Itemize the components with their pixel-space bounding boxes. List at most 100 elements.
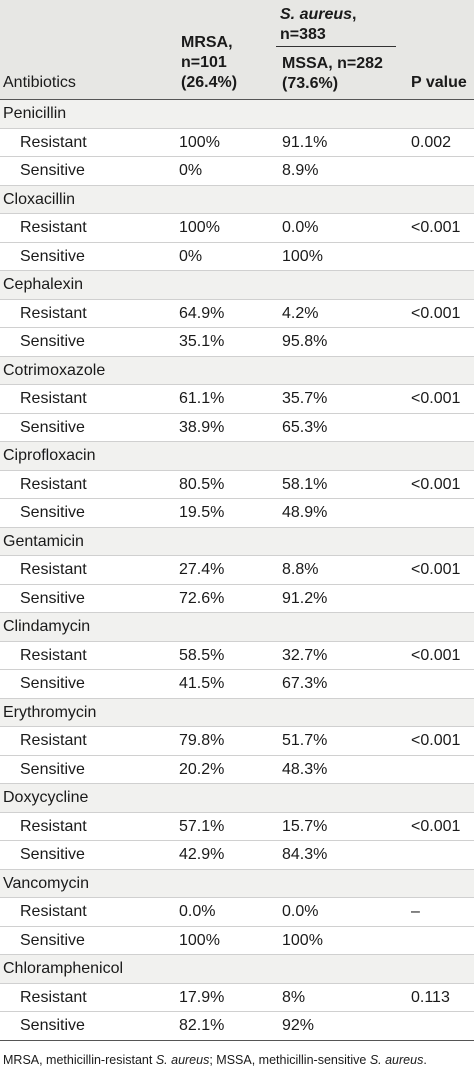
sensitive-label: Sensitive: [20, 589, 85, 607]
header-group-underline: [276, 46, 396, 47]
resistant-label: Resistant: [20, 732, 87, 749]
sensitive-label: Sensitive: [20, 247, 85, 265]
antibiotic-name: Chloramphenicol: [3, 960, 124, 977]
antibiotic-group-row: Ciprofloxacin: [0, 442, 474, 471]
mssa-value: 0.0%: [282, 219, 319, 236]
mrsa-value: 19.5%: [179, 504, 225, 521]
antibiotic-name: Penicillin: [3, 105, 67, 122]
mrsa-value: 58.5%: [179, 646, 225, 664]
mssa-value: 51.7%: [282, 732, 328, 749]
footnote-text-3: .: [423, 1053, 427, 1067]
antibiotic-name: Doxycycline: [3, 789, 89, 806]
table-row-resistant: Resistant 61.1% 35.7% <0.001: [0, 385, 474, 414]
mssa-value: 58.1%: [282, 475, 328, 493]
table-row-resistant: Resistant 100% 91.1% 0.002: [0, 129, 474, 157]
mrsa-value: 100%: [179, 219, 220, 236]
mrsa-value: 79.8%: [179, 732, 225, 749]
table-row-resistant: Resistant 58.5% 32.7% <0.001: [0, 642, 474, 670]
antibiotic-name: Cloxacillin: [3, 190, 76, 208]
resistant-label: Resistant: [20, 646, 87, 664]
p-value: 0.113: [411, 988, 450, 1006]
mssa-value: 8.9%: [282, 162, 319, 179]
sensitive-label: Sensitive: [20, 760, 85, 778]
mrsa-value: 42.9%: [179, 846, 225, 863]
mssa-value: 92%: [282, 1017, 315, 1034]
resistant-label: Resistant: [20, 219, 87, 236]
p-value: –: [411, 903, 420, 920]
sensitive-label: Sensitive: [20, 1017, 85, 1034]
mrsa-value: 64.9%: [179, 304, 225, 322]
mssa-value: 65.3%: [282, 418, 328, 436]
header-saureus-suffix: ,: [352, 6, 357, 23]
p-value: <0.001: [411, 817, 461, 835]
antibiotic-group-row: Cloxacillin: [0, 185, 474, 214]
mssa-value: 84.3%: [282, 846, 328, 863]
resistant-label: Resistant: [20, 133, 87, 151]
antibiotic-group-row: Doxycycline: [0, 784, 474, 813]
mssa-value: 48.9%: [282, 504, 328, 521]
mrsa-value: 57.1%: [179, 817, 225, 835]
resistant-label: Resistant: [20, 817, 87, 835]
antibiotic-group-row: Cephalexin: [0, 271, 474, 300]
sensitive-label: Sensitive: [20, 931, 85, 949]
mssa-value: 67.3%: [282, 675, 328, 692]
mrsa-value: 41.5%: [179, 675, 225, 692]
antibiotic-name: Cotrimoxazole: [3, 361, 106, 379]
mrsa-value: 0%: [179, 247, 203, 265]
antibiotic-group-row: Penicillin: [0, 100, 474, 129]
resistant-label: Resistant: [20, 988, 87, 1006]
resistant-label: Resistant: [20, 304, 87, 322]
table-row-sensitive: Sensitive 19.5% 48.9%: [0, 499, 474, 528]
header-mrsa-line3: (26.4%): [181, 74, 238, 91]
header-mssa-line1: MSSA, n=282: [282, 55, 383, 72]
antibiotic-name: Vancomycin: [3, 874, 89, 892]
mssa-value: 100%: [282, 931, 323, 949]
table-row-sensitive: Sensitive 0% 100%: [0, 243, 474, 271]
footnote-text-2: ; MSSA, methicillin-sensitive: [209, 1053, 370, 1067]
mrsa-value: 35.1%: [179, 333, 225, 350]
antibiotic-group-row: Cotrimoxazole: [0, 356, 474, 385]
table-row-resistant: Resistant 0.0% 0.0% –: [0, 898, 474, 927]
table-header: Antibiotics MRSA, n=101 (26.4%) S. aureu…: [0, 0, 474, 99]
table-row-sensitive: Sensitive 41.5% 67.3%: [0, 670, 474, 699]
header-mssa-line2: (73.6%): [282, 75, 339, 92]
mssa-value: 91.2%: [282, 589, 328, 607]
header-saureus-name: S. aureus: [280, 6, 353, 23]
antibiotic-table: Penicillin Resistant 100% 91.1% 0.002 Sensiti…: [0, 100, 474, 1041]
footnote-species-2: S. aureus: [369, 1053, 424, 1067]
sensitive-label: Sensitive: [20, 162, 85, 179]
table-row-resistant: Resistant 17.9% 8% 0.113: [0, 984, 474, 1012]
mrsa-value: 72.6%: [179, 589, 225, 607]
mssa-value: 100%: [282, 247, 323, 265]
resistant-label: Resistant: [20, 390, 87, 407]
mssa-value: 95.8%: [282, 333, 328, 350]
header-mrsa: MRSA, n=101 (26.4%): [181, 33, 237, 93]
mrsa-value: 27.4%: [179, 561, 225, 578]
table-row-sensitive: Sensitive 0% 8.9%: [0, 157, 474, 186]
header-mrsa-line2: n=101: [181, 54, 227, 71]
table-row-sensitive: Sensitive 82.1% 92%: [0, 1012, 474, 1041]
header-saureus-n: n=383: [280, 26, 326, 43]
table-row-resistant: Resistant 27.4% 8.8% <0.001: [0, 556, 474, 585]
mrsa-value: 100%: [179, 931, 220, 949]
sensitive-label: Sensitive: [20, 333, 85, 350]
table-row-sensitive: Sensitive 42.9% 84.3%: [0, 841, 474, 870]
header-mrsa-line1: MRSA,: [181, 34, 233, 51]
mssa-value: 8.8%: [282, 561, 319, 578]
p-value: <0.001: [411, 304, 461, 322]
table-row-resistant: Resistant 57.1% 15.7% <0.001: [0, 813, 474, 841]
header-antibiotics: Antibiotics: [3, 74, 76, 91]
sensitive-label: Sensitive: [20, 675, 85, 692]
table-row-sensitive: Sensitive 72.6% 91.2%: [0, 585, 474, 613]
sensitive-label: Sensitive: [20, 418, 85, 436]
mrsa-value: 0%: [179, 162, 203, 179]
mssa-value: 0.0%: [282, 903, 319, 920]
header-mssa: MSSA, n=282 (73.6%): [282, 54, 383, 94]
header-pvalue: P value: [411, 74, 467, 91]
mrsa-value: 38.9%: [179, 418, 225, 436]
antibiotic-group-row: Chloramphenicol: [0, 955, 474, 984]
table-row-resistant: Resistant 100% 0.0% <0.001: [0, 214, 474, 243]
mrsa-value: 17.9%: [179, 988, 225, 1006]
antibiotic-group-row: Gentamicin: [0, 527, 474, 556]
resistant-label: Resistant: [20, 475, 87, 493]
